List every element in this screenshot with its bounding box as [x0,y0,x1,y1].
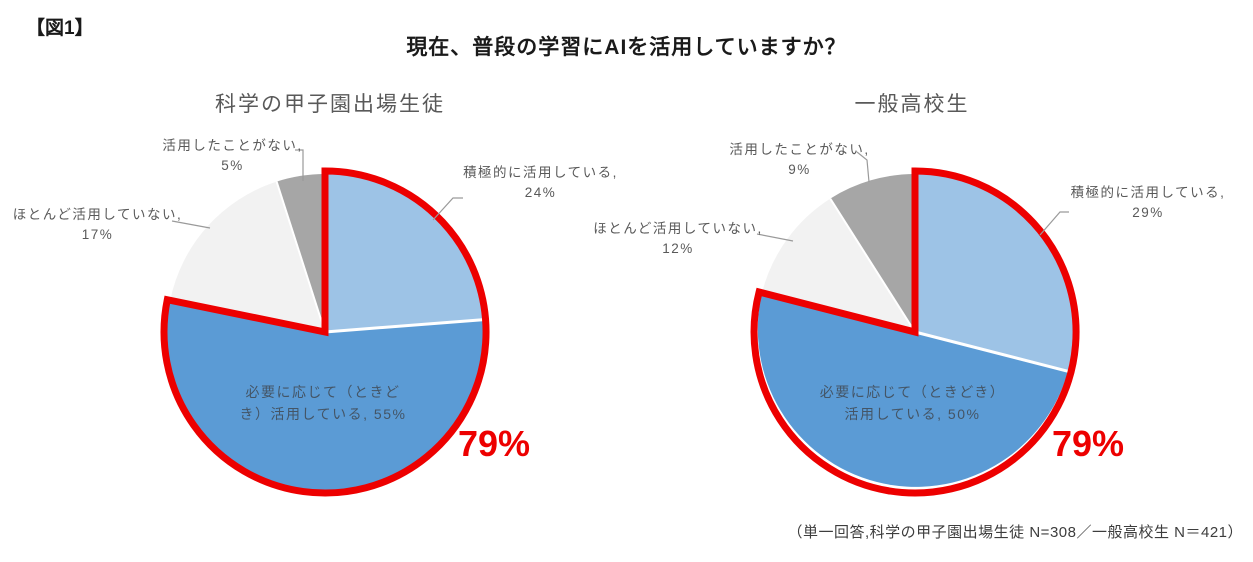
callout-value: 12% [662,241,694,256]
callout-value: 9% [788,162,811,177]
callout-right-never-used: 活用したことがない, 9% [712,140,887,180]
callout-left-actively-using: 積極的に活用している, 24% [448,163,633,203]
pie-slice-1-1 [757,292,1068,487]
slice-separator [914,330,1069,373]
pie-slice-0-0 [325,174,483,332]
slice-separator [324,318,483,334]
callout-right-rarely-using: ほとんど活用していない, 12% [583,219,773,259]
callout-text: 活用したことがない, [162,138,303,153]
chart-title-science-koshien: 科学の甲子園出場生徒 [215,93,445,116]
leader-line [856,151,870,183]
highlight-outline [160,167,490,497]
chart-title-general-students: 一般高校生 [854,93,970,116]
pie-slice-1-2 [762,198,915,332]
pie-slice-1-3 [830,174,915,332]
pie-slice-0-2 [170,181,325,332]
callout-text: 積極的に活用している, [1070,185,1226,200]
leader-line [432,197,463,221]
slice-separator [275,181,326,333]
pie-slice-0-1 [166,300,483,491]
leader-line [1039,211,1069,236]
highlight-total-left: 79% [458,423,531,464]
pie-slice-1-0 [915,174,1073,372]
leader-line [171,220,211,229]
slice-separator [829,198,916,333]
survey-footnote: （単一回答,科学の甲子園出場生徒 N=308／一般高校生 N＝421） [787,524,1243,541]
callout-left-never-used: 活用したことがない, 5% [145,136,320,176]
leader-line [756,233,794,242]
callout-value: 5% [221,158,244,173]
highlight-total-right: 79% [1052,423,1125,464]
inner-label-line: 活用している, 50% [844,406,981,422]
inner-label-right-sometimes-using: 必要に応じて（ときどき） 活用している, 50% [805,381,1020,425]
leader-line [295,149,304,181]
callout-text: 積極的に活用している, [463,165,618,180]
callout-text: 活用したことがない, [729,142,870,157]
inner-label-left-sometimes-using: 必要に応じて（ときど き）活用している, 55% [228,381,418,425]
inner-label-line: き）活用している, 55% [239,406,407,422]
callout-value: 17% [81,227,114,242]
inner-label-line: 必要に応じて（ときど [245,384,401,400]
callout-value: 29% [1132,205,1164,220]
callout-value: 24% [524,185,557,200]
page-title: 現在、普段の学習にAIを活用していますか？ [406,36,847,59]
callout-text: ほとんど活用していない, [593,221,763,236]
inner-label-line: 必要に応じて（ときどき） [819,384,1006,400]
highlight-outline [750,167,1080,497]
callout-text: ほとんど活用していない, [12,207,183,222]
figure-tag: 【図1】 [26,18,94,39]
callout-left-rarely-using: ほとんど活用していない, 17% [0,205,195,245]
callout-right-actively-using: 積極的に活用している, 29% [1058,183,1238,223]
